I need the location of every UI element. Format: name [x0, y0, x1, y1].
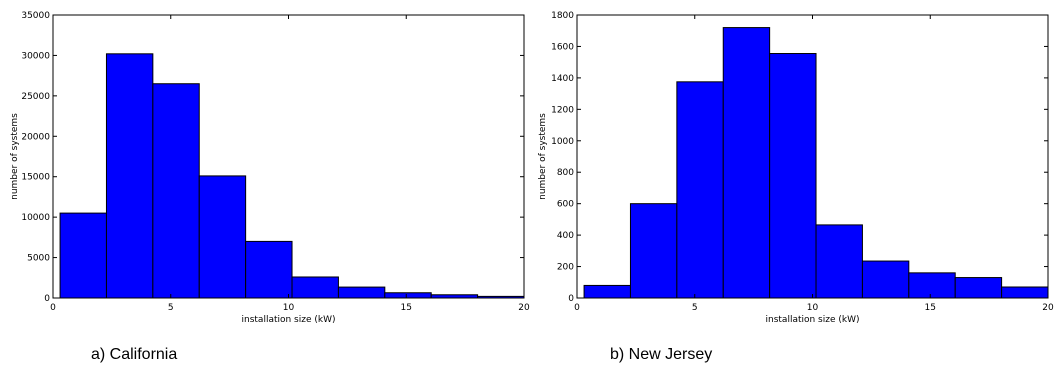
y-tick-label: 600 — [557, 200, 574, 210]
x-tick-label: 10 — [807, 303, 819, 313]
y-tick-label: 35000 — [21, 11, 50, 21]
y-tick-label: 0 — [44, 294, 50, 304]
bar — [583, 284, 631, 299]
x-tick-label: 15 — [401, 303, 412, 313]
y-axis-label: number of systems — [538, 113, 548, 200]
y-tick-label: 800 — [557, 168, 574, 178]
y-tick-label: 1400 — [551, 74, 574, 84]
bar — [105, 53, 154, 299]
bar — [954, 277, 1003, 299]
bar — [198, 175, 247, 299]
x-tick-label: 20 — [518, 303, 530, 313]
bar — [861, 260, 910, 299]
chart-panel-2: 0 5 10 15 2002004006008001000120014001600180… — [538, 11, 1054, 325]
y-tick-label: 400 — [557, 231, 574, 241]
caption-new-jersey: b) New Jersey — [610, 346, 713, 363]
bar — [1001, 286, 1049, 299]
x-tick-label: 0 — [50, 303, 56, 313]
bar — [384, 292, 432, 299]
y-tick-label: 200 — [557, 263, 574, 273]
y-axis-label: number of systems — [10, 113, 20, 200]
y-tick-label: 0 — [568, 294, 574, 304]
x-tick-label: 0 — [574, 303, 580, 313]
bar — [815, 224, 863, 299]
bar — [629, 203, 678, 299]
y-tick-label: 25000 — [21, 92, 50, 102]
x-tick-label: 20 — [1042, 303, 1054, 313]
bar — [722, 27, 771, 299]
bar — [245, 240, 293, 299]
x-tick-label: 15 — [925, 303, 936, 313]
y-tick-label: 1800 — [551, 11, 574, 21]
y-tick-label: 15000 — [21, 173, 50, 183]
x-axis-label: installation size (kW) — [242, 315, 336, 325]
y-tick-label: 10000 — [21, 213, 50, 223]
y-tick-label: 1000 — [551, 137, 574, 147]
bar — [152, 83, 200, 299]
y-tick-label: 5000 — [27, 254, 50, 264]
y-tick-label: 1600 — [551, 42, 574, 52]
chart-panel-1: 0 5 10 15 20 0 5000 10000 15000 20000 25000 30000 35… — [10, 11, 530, 325]
x-tick-label: 5 — [168, 303, 174, 313]
bar — [291, 276, 339, 299]
bar — [908, 272, 956, 299]
x-tick-label: 5 — [692, 303, 698, 313]
bar — [59, 212, 107, 299]
x-tick-label: 10 — [283, 303, 295, 313]
y-tick-label: 30000 — [21, 51, 50, 61]
bar — [769, 53, 817, 299]
y-tick-label: 1200 — [551, 105, 574, 115]
y-tick-label: 20000 — [21, 132, 50, 142]
bar — [337, 286, 386, 299]
x-axis-label: installation size (kW) — [766, 315, 860, 325]
caption-california: a) California — [91, 346, 178, 363]
bar — [676, 81, 724, 299]
